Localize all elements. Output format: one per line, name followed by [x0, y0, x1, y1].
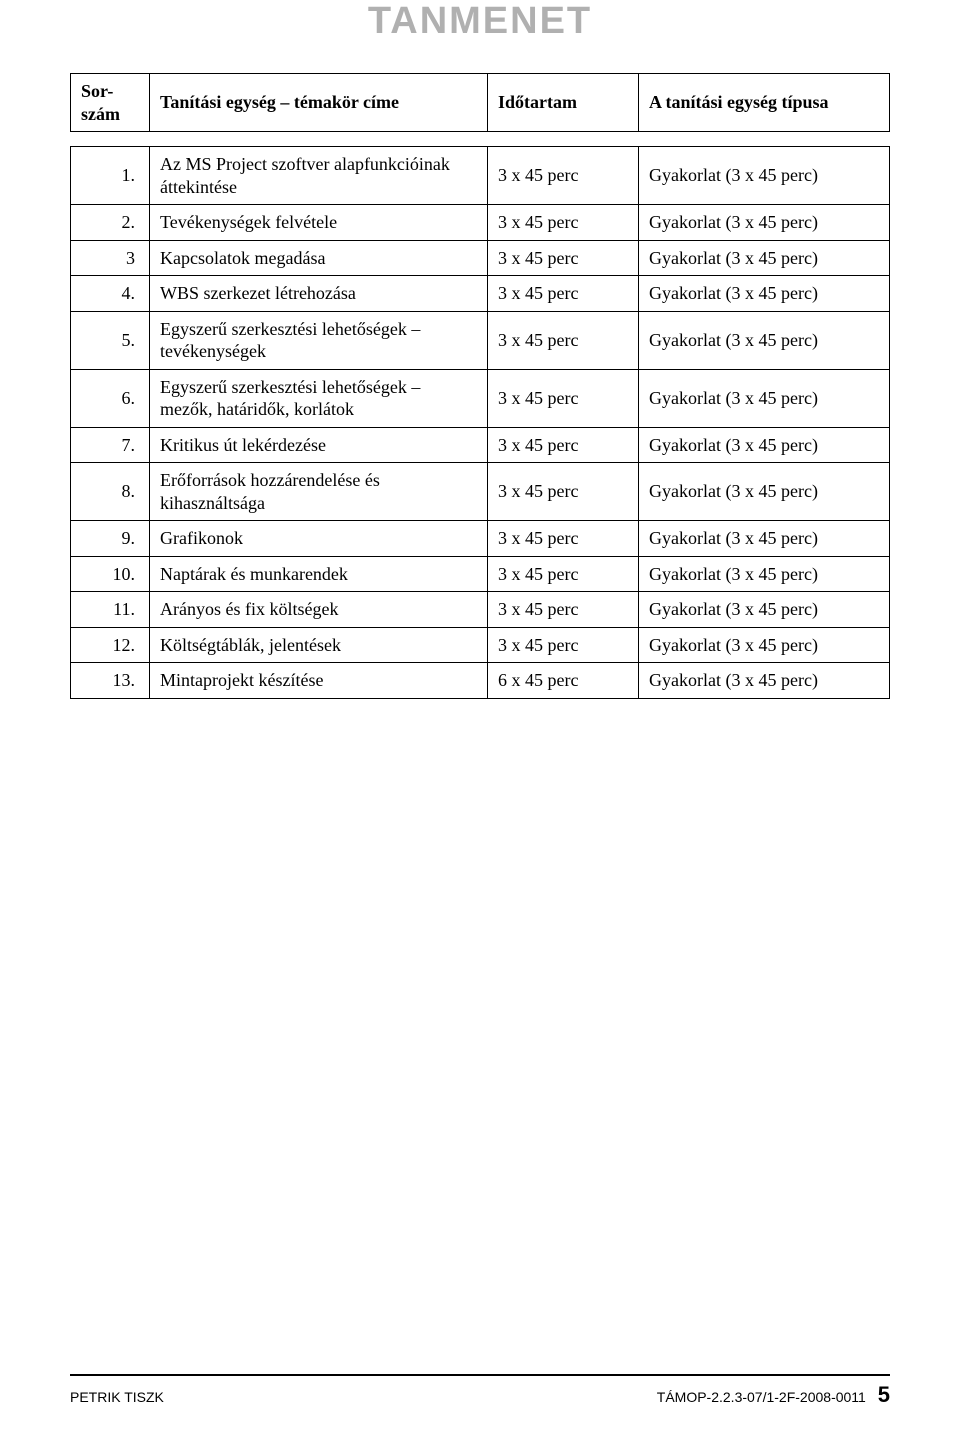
table-row: 4. WBS szerkezet létrehozása 3 x 45 perc… — [71, 276, 890, 312]
col-header-cime: Tanítási egység – témakör címe — [150, 74, 488, 132]
cell-num: 7. — [71, 427, 150, 463]
cell-dur: 3 x 45 perc — [488, 556, 639, 592]
cell-num: 1. — [71, 147, 150, 205]
table-row: 2. Tevékenységek felvétele 3 x 45 perc G… — [71, 205, 890, 241]
page-footer: PETRIK TISZK TÁMOP-2.2.3-07/1-2F-2008-00… — [70, 1374, 890, 1408]
cell-cime: Naptárak és munkarendek — [150, 556, 488, 592]
cell-typ: Gyakorlat (3 x 45 perc) — [639, 240, 890, 276]
cell-typ: Gyakorlat (3 x 45 perc) — [639, 627, 890, 663]
table-row: 3 Kapcsolatok megadása 3 x 45 perc Gyako… — [71, 240, 890, 276]
table-row: 1. Az MS Project szoftver alapfunkcióina… — [71, 147, 890, 205]
cell-typ: Gyakorlat (3 x 45 perc) — [639, 311, 890, 369]
curriculum-table: Sor-szám Tanítási egység – témakör címe … — [70, 73, 890, 699]
footer-code: TÁMOP-2.2.3-07/1-2F-2008-0011 — [657, 1389, 866, 1405]
cell-typ: Gyakorlat (3 x 45 perc) — [639, 521, 890, 557]
table-spacer-row — [71, 132, 890, 147]
footer-right: TÁMOP-2.2.3-07/1-2F-2008-0011 5 — [657, 1382, 890, 1408]
cell-dur: 3 x 45 perc — [488, 463, 639, 521]
cell-cime: Egyszerű szerkesztési lehetőségek – tevé… — [150, 311, 488, 369]
footer-left: PETRIK TISZK — [70, 1389, 164, 1405]
table-header-row: Sor-szám Tanítási egység – témakör címe … — [71, 74, 890, 132]
col-header-sorszam: Sor-szám — [71, 74, 150, 132]
table-row: 9. Grafikonok 3 x 45 perc Gyakorlat (3 x… — [71, 521, 890, 557]
cell-num: 13. — [71, 663, 150, 699]
cell-dur: 3 x 45 perc — [488, 427, 639, 463]
cell-cime: Az MS Project szoftver alapfunkcióinak á… — [150, 147, 488, 205]
cell-dur: 3 x 45 perc — [488, 276, 639, 312]
cell-dur: 3 x 45 perc — [488, 311, 639, 369]
cell-typ: Gyakorlat (3 x 45 perc) — [639, 427, 890, 463]
cell-dur: 3 x 45 perc — [488, 627, 639, 663]
cell-typ: Gyakorlat (3 x 45 perc) — [639, 147, 890, 205]
page-title: TANMENET — [70, 0, 890, 43]
cell-typ: Gyakorlat (3 x 45 perc) — [639, 369, 890, 427]
table-row: 7. Kritikus út lekérdezése 3 x 45 perc G… — [71, 427, 890, 463]
cell-num: 4. — [71, 276, 150, 312]
cell-dur: 3 x 45 perc — [488, 205, 639, 241]
cell-cime: Arányos és fix költségek — [150, 592, 488, 628]
col-header-idotartam: Időtartam — [488, 74, 639, 132]
cell-cime: Kapcsolatok megadása — [150, 240, 488, 276]
table-row: 10. Naptárak és munkarendek 3 x 45 perc … — [71, 556, 890, 592]
cell-dur: 3 x 45 perc — [488, 592, 639, 628]
cell-cime: Tevékenységek felvétele — [150, 205, 488, 241]
cell-num: 3 — [71, 240, 150, 276]
cell-cime: Mintaprojekt készítése — [150, 663, 488, 699]
cell-cime: Költségtáblák, jelentések — [150, 627, 488, 663]
cell-dur: 6 x 45 perc — [488, 663, 639, 699]
cell-dur: 3 x 45 perc — [488, 521, 639, 557]
cell-num: 2. — [71, 205, 150, 241]
cell-typ: Gyakorlat (3 x 45 perc) — [639, 556, 890, 592]
cell-cime: Grafikonok — [150, 521, 488, 557]
cell-typ: Gyakorlat (3 x 45 perc) — [639, 592, 890, 628]
cell-num: 11. — [71, 592, 150, 628]
cell-cime: WBS szerkezet létrehozása — [150, 276, 488, 312]
cell-cime: Egyszerű szerkesztési lehetőségek – mező… — [150, 369, 488, 427]
col-header-tipus: A tanítási egység típusa — [639, 74, 890, 132]
table-row: 12. Költségtáblák, jelentések 3 x 45 per… — [71, 627, 890, 663]
table-row: 6. Egyszerű szerkesztési lehetőségek – m… — [71, 369, 890, 427]
cell-num: 12. — [71, 627, 150, 663]
cell-num: 9. — [71, 521, 150, 557]
cell-cime: Kritikus út lekérdezése — [150, 427, 488, 463]
cell-typ: Gyakorlat (3 x 45 perc) — [639, 663, 890, 699]
cell-num: 8. — [71, 463, 150, 521]
page: TANMENET Sor-szám Tanítási egység – téma… — [0, 0, 960, 1442]
cell-num: 6. — [71, 369, 150, 427]
cell-dur: 3 x 45 perc — [488, 240, 639, 276]
table-row: 13. Mintaprojekt készítése 6 x 45 perc G… — [71, 663, 890, 699]
cell-typ: Gyakorlat (3 x 45 perc) — [639, 205, 890, 241]
cell-dur: 3 x 45 perc — [488, 147, 639, 205]
cell-typ: Gyakorlat (3 x 45 perc) — [639, 463, 890, 521]
cell-dur: 3 x 45 perc — [488, 369, 639, 427]
footer-page-number: 5 — [870, 1382, 890, 1407]
cell-cime: Erőforrások hozzárendelése és kihasznált… — [150, 463, 488, 521]
table-row: 5. Egyszerű szerkesztési lehetőségek – t… — [71, 311, 890, 369]
table-row: 8. Erőforrások hozzárendelése és kihaszn… — [71, 463, 890, 521]
table-row: 11. Arányos és fix költségek 3 x 45 perc… — [71, 592, 890, 628]
cell-num: 5. — [71, 311, 150, 369]
cell-num: 10. — [71, 556, 150, 592]
cell-typ: Gyakorlat (3 x 45 perc) — [639, 276, 890, 312]
